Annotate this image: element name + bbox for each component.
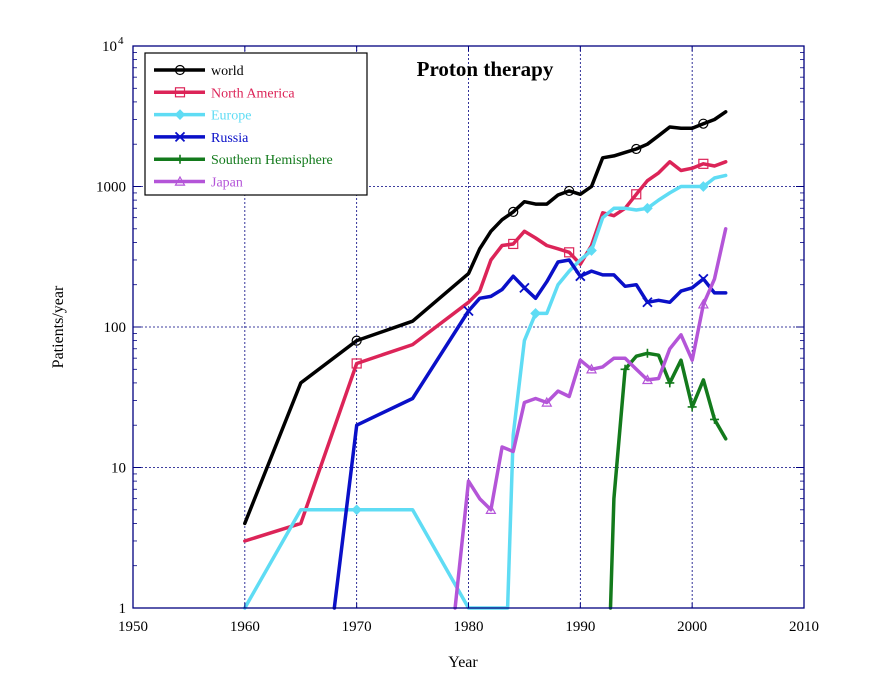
- legend-item-southern-hemisphere: Southern Hemisphere: [154, 153, 333, 168]
- legend-item-world: world: [154, 64, 244, 79]
- data-point-russia: [642, 297, 653, 308]
- data-point-north-america: [631, 189, 642, 200]
- series-japan: [453, 227, 728, 610]
- data-point-north-america: [564, 247, 575, 258]
- x-tick-label: 1990: [565, 619, 595, 635]
- data-point-russia: [575, 271, 586, 282]
- axis-ticks: 1950 1960 1970 1980 1990 2000 2010 1 10 100 1000 10…: [96, 35, 819, 635]
- legend-marker-russia: [174, 131, 186, 143]
- legend-box: [144, 52, 368, 196]
- y-tick-label: 10: [102, 39, 117, 55]
- data-point-japan: [585, 363, 598, 374]
- series-world: [243, 110, 728, 526]
- series-line-russia: [332, 258, 728, 610]
- data-point-world: [564, 185, 575, 197]
- x-tick-label: 2000: [677, 619, 707, 635]
- legend-label-russia: Russia: [211, 131, 249, 146]
- data-point-world: [631, 143, 642, 155]
- legend-item-north-america: North America: [154, 86, 295, 101]
- x-tick-label: 1950: [118, 619, 148, 635]
- series-line-north-america: [243, 160, 728, 543]
- y-axis-label: Patients/year: [50, 285, 67, 368]
- data-point-north-america: [351, 358, 362, 369]
- legend-marker-japan: [174, 175, 186, 186]
- data-point-japan: [541, 396, 553, 407]
- data-point-world: [351, 335, 362, 346]
- series-russia: [332, 258, 728, 610]
- data-point-europe: [698, 181, 709, 192]
- y-tick-label: 100: [104, 320, 127, 336]
- y-tick-label: 1: [119, 601, 127, 617]
- legend-label-world: world: [211, 64, 244, 79]
- data-point-southern-hemisphere: [620, 364, 630, 374]
- data-point-japan: [697, 298, 709, 309]
- legend-label-japan: Japan: [211, 176, 243, 191]
- y-tick-exponent: 4: [118, 35, 124, 47]
- series-southern-hemisphere: [608, 348, 728, 610]
- legend-item-europe: Europe: [154, 109, 251, 124]
- legend-label-europe: Europe: [211, 109, 251, 124]
- series-line-southern-hemisphere: [608, 351, 728, 610]
- data-point-europe: [530, 308, 541, 319]
- x-tick-label: 1960: [230, 619, 260, 635]
- x-tick-label: 2010: [789, 619, 819, 635]
- y-tick-label: 10: [111, 461, 126, 477]
- legend-label-southern-hemisphere: Southern Hemisphere: [211, 153, 333, 168]
- series-line-japan: [453, 227, 728, 610]
- x-axis-label: Year: [448, 654, 478, 671]
- data-point-southern-hemisphere: [642, 348, 652, 358]
- legend-marker-southern-hemisphere: [175, 154, 185, 164]
- data-point-world: [508, 206, 519, 217]
- data-point-southern-hemisphere: [710, 414, 720, 424]
- data-point-north-america: [698, 158, 709, 169]
- data-point-europe: [642, 202, 653, 214]
- legend: world North America Europe Russia Southern H…: [144, 52, 368, 196]
- data-point-japan: [485, 504, 497, 514]
- legend-marker-world: [174, 64, 186, 76]
- series-line-world: [243, 110, 728, 526]
- plot-frame: [132, 45, 805, 609]
- x-tick-label: 1980: [454, 619, 484, 635]
- chart-title: Proton therapy: [417, 57, 554, 81]
- data-point-europe: [351, 504, 363, 516]
- legend-item-russia: Russia: [154, 131, 249, 146]
- y-tick-label: 1000: [96, 180, 126, 196]
- series-north-america: [243, 158, 728, 543]
- data-point-russia: [463, 305, 474, 317]
- data-point-russia: [519, 282, 530, 293]
- x-tick-label: 1970: [342, 619, 372, 635]
- legend-marker-europe: [174, 109, 186, 120]
- legend-marker-north-america: [174, 87, 186, 98]
- data-point-russia: [698, 273, 709, 285]
- data-point-north-america: [508, 238, 519, 250]
- data-point-japan: [641, 374, 653, 385]
- legend-item-japan: Japan: [154, 176, 243, 191]
- data-point-southern-hemisphere: [687, 402, 697, 412]
- data-point-world: [698, 118, 709, 129]
- data-point-europe: [586, 245, 597, 256]
- legend-label-north-america: North America: [211, 86, 295, 101]
- series-layer: [243, 110, 728, 610]
- data-point-southern-hemisphere: [665, 378, 675, 388]
